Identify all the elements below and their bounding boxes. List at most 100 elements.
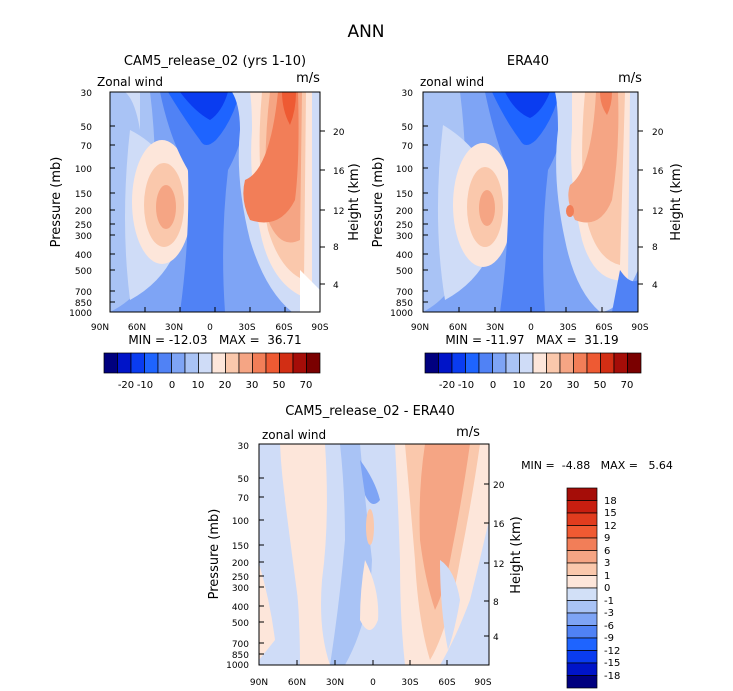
height-tick-label: 12: [333, 207, 344, 217]
colorbar-label: -10: [458, 380, 474, 391]
height-tick-label: 12: [493, 560, 504, 570]
y-tick-label: 500: [75, 267, 92, 277]
height-axis: 20 16 12 8 4: [484, 481, 505, 643]
contour-field: [110, 92, 320, 312]
colorbar-swatch: [438, 352, 453, 374]
height-axis: 20 16 12 8 4: [638, 128, 664, 291]
units-label: m/s: [618, 71, 642, 86]
x-tick-label: 30N: [326, 678, 344, 688]
x-tick-label: 30N: [486, 323, 504, 333]
height-tick-label: 12: [652, 207, 663, 217]
x-axis-ticks: 90N 60N 30N 0 30S 60S 90S: [250, 660, 492, 688]
units-label: m/s: [296, 71, 320, 86]
colorbar-label: -6: [604, 621, 614, 632]
y-tick-label: 150: [232, 542, 249, 552]
colorbar-label: -10: [137, 380, 153, 391]
colorbar-label: 15: [604, 508, 617, 519]
y-tick-label: 150: [396, 190, 413, 200]
colorbar-label: -18: [604, 671, 620, 682]
panel-title: CAM5_release_02 (yrs 1-10): [124, 54, 306, 69]
colorbar-label: 3: [604, 558, 610, 569]
y-axis-ticks: 30 50 70 100 150 200 250 300 400 500 700…: [69, 89, 115, 319]
colorbar: -20 -10 0 10 20 30 50 70: [103, 352, 321, 391]
colorbar-swatch: [566, 550, 598, 564]
colorbar-swatch: [566, 562, 598, 576]
colorbar-label: 9: [604, 533, 610, 544]
colorbar-swatch: [566, 650, 598, 664]
y-tick-label: 50: [81, 123, 93, 133]
colorbar-swatch: [306, 352, 321, 374]
y-tick-label: 250: [232, 573, 249, 583]
colorbar-swatch: [566, 600, 598, 614]
x-tick-label: 60N: [128, 323, 146, 333]
contour-field: [423, 92, 638, 312]
field-label: zonal wind: [262, 428, 326, 442]
colorbar-swatch: [198, 352, 213, 374]
colorbar-label: 0: [490, 380, 496, 391]
y-tick-label: 50: [402, 123, 414, 133]
colorbar-swatch: [600, 352, 615, 374]
colorbar-label: 1: [604, 571, 610, 582]
x-tick-label: 60N: [288, 678, 306, 688]
colorbar-swatch: [566, 612, 598, 626]
y-tick-label: 250: [396, 221, 413, 231]
height-tick-label: 20: [652, 128, 664, 138]
colorbar-swatch: [157, 352, 172, 374]
colorbar-swatch: [130, 352, 145, 374]
y-tick-label: 400: [396, 251, 413, 261]
height-tick-label: 4: [652, 281, 658, 291]
panel-era: ERA40 zonal wind m/s 30 50 70 100: [371, 54, 684, 391]
x-tick-label: 60N: [449, 323, 467, 333]
y-tick-label: 70: [238, 494, 250, 504]
x-tick-label: 90S: [631, 323, 648, 333]
x-tick-label: 90S: [311, 323, 328, 333]
colorbar-swatch: [252, 352, 267, 374]
colorbar-label: 0: [169, 380, 175, 391]
colorbar-label: 12: [604, 521, 617, 532]
colorbar-swatch: [573, 352, 588, 374]
x-tick-label: 30N: [165, 323, 183, 333]
colorbar-swatch: [238, 352, 253, 374]
colorbar-swatch: [519, 352, 534, 374]
colorbar-label: -20: [439, 380, 455, 391]
colorbar-label: -1: [604, 596, 614, 607]
colorbar-label: -12: [604, 646, 620, 657]
y-tick-label: 500: [396, 267, 413, 277]
colorbar-swatch: [613, 352, 628, 374]
x-axis-ticks: 90N 60N 30N 0 30S 60S 90S: [411, 307, 649, 333]
x-tick-label: 30S: [559, 323, 576, 333]
x-tick-label: 30S: [238, 323, 255, 333]
colorbar-label: 50: [273, 380, 286, 391]
colorbar-label: 10: [192, 380, 205, 391]
colorbar-swatch: [566, 537, 598, 551]
colorbar-label: -20: [118, 380, 134, 391]
colorbar-labels: 18 15 12 9 6 3 1 0 -1 -3 -6 -9 -12 -15 -…: [604, 496, 620, 682]
colorbar-swatch: [184, 352, 199, 374]
colorbar-label: -9: [604, 633, 614, 644]
y-tick-label: 1000: [69, 309, 92, 319]
y-axis-label-right: Height (km): [509, 516, 524, 593]
y-axis-label: Pressure (mb): [207, 509, 222, 600]
y-tick-label: 500: [232, 619, 249, 629]
x-tick-label: 0: [528, 323, 534, 333]
y-tick-label: 30: [402, 89, 414, 99]
y-tick-label: 200: [396, 207, 413, 217]
y-tick-label: 300: [232, 584, 249, 594]
colorbar-swatch: [566, 500, 598, 514]
colorbar-label: 70: [621, 380, 634, 391]
y-tick-label: 1000: [390, 309, 413, 319]
colorbar-label: -3: [604, 608, 614, 619]
colorbar-swatch: [546, 352, 561, 374]
y-tick-label: 100: [232, 517, 249, 527]
field-label: zonal wind: [420, 75, 484, 89]
colorbar-swatch: [566, 625, 598, 639]
colorbar-swatch: [566, 587, 598, 601]
colorbar-swatch: [225, 352, 240, 374]
height-tick-label: 16: [493, 520, 505, 530]
colorbar-swatch: [144, 352, 159, 374]
units-label: m/s: [456, 425, 480, 440]
colorbar-swatch: [566, 525, 598, 539]
x-tick-label: 90S: [474, 678, 491, 688]
colorbar-swatch: [211, 352, 226, 374]
